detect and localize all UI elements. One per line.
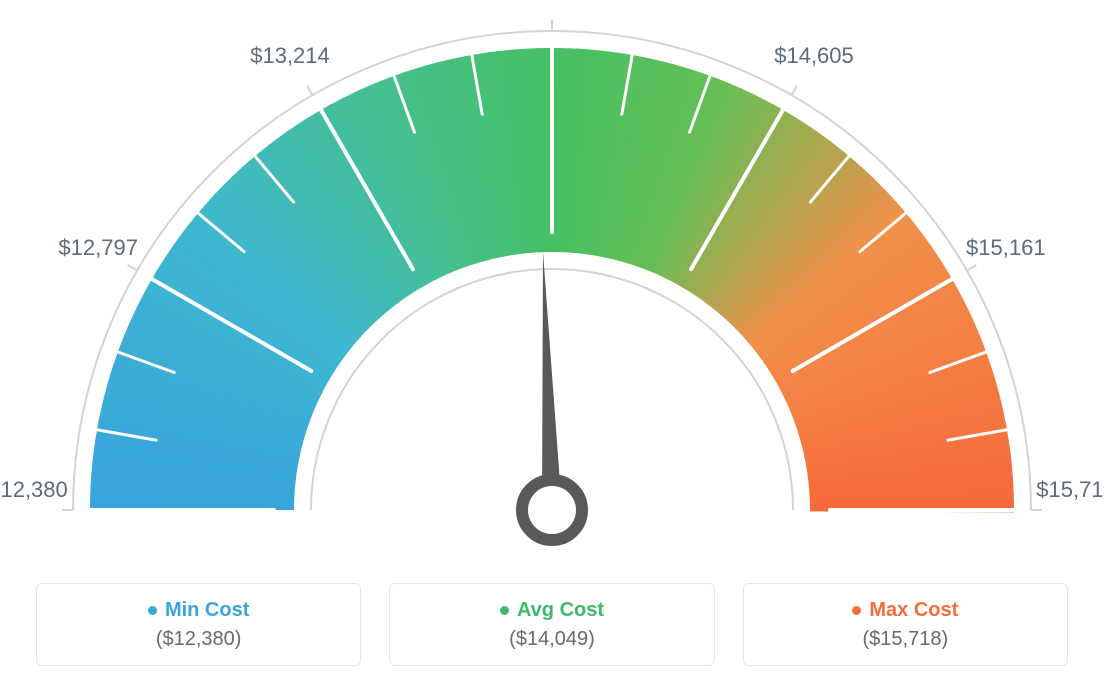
legend-dot-avg: [500, 606, 509, 615]
gauge-tick-label: $13,214: [250, 43, 330, 69]
legend-label-max: Max Cost: [869, 599, 958, 622]
legend-title-min: Min Cost: [148, 599, 249, 622]
legend-card-min: Min Cost ($12,380): [36, 583, 361, 666]
cost-gauge: $12,380$12,797$13,214$14,049$14,605$15,1…: [0, 0, 1104, 555]
legend-value-min: ($12,380): [156, 628, 242, 651]
legend-value-max: ($15,718): [863, 628, 949, 651]
legend-value-avg: ($14,049): [509, 628, 595, 651]
gauge-tick-label: $14,605: [774, 43, 854, 69]
legend-label-avg: Avg Cost: [517, 599, 604, 622]
legend-label-min: Min Cost: [165, 599, 249, 622]
gauge-tick-label: $12,380: [0, 477, 68, 503]
legend-card-avg: Avg Cost ($14,049): [389, 583, 714, 666]
legend-row: Min Cost ($12,380) Avg Cost ($14,049) Ma…: [0, 565, 1104, 690]
legend-title-avg: Avg Cost: [500, 599, 604, 622]
gauge-svg: [0, 0, 1104, 560]
legend-dot-min: [148, 606, 157, 615]
legend-title-max: Max Cost: [852, 599, 958, 622]
gauge-tick-label: $12,797: [58, 235, 138, 261]
gauge-tick-label: $15,718: [1036, 477, 1104, 503]
legend-card-max: Max Cost ($15,718): [743, 583, 1068, 666]
gauge-tick-label: $15,161: [966, 235, 1046, 261]
legend-dot-max: [852, 606, 861, 615]
